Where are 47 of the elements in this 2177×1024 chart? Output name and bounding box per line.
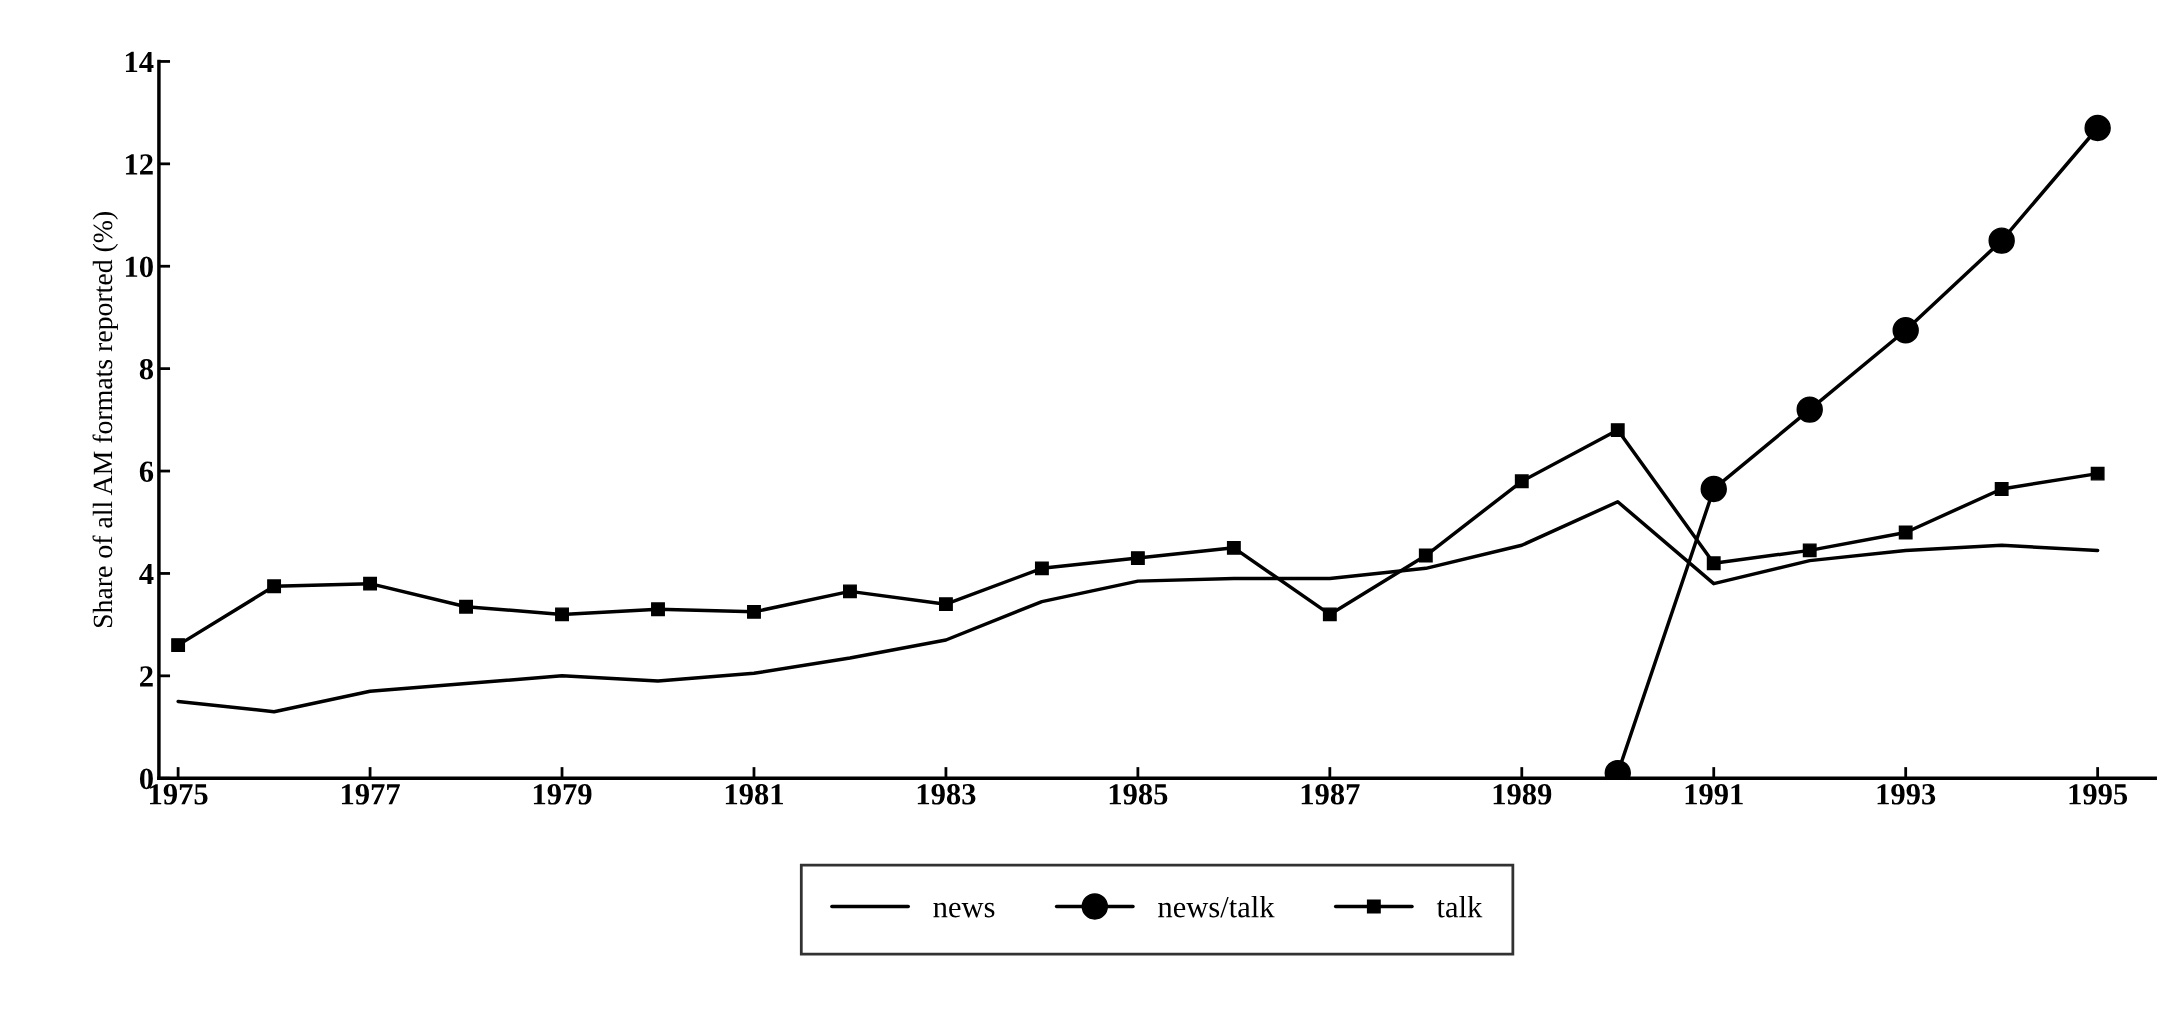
point xyxy=(1706,556,1721,571)
point xyxy=(267,579,282,594)
point xyxy=(1892,317,1919,344)
y-tick-label: 12 xyxy=(125,154,153,175)
point xyxy=(1700,475,1727,503)
point xyxy=(2090,466,2105,481)
point xyxy=(1514,474,1529,489)
x-tick-label: 1981 xyxy=(725,783,783,805)
x-tick-label: 1983 xyxy=(917,783,976,805)
x-tick-label: 1993 xyxy=(1877,784,1936,805)
point xyxy=(1034,561,1049,576)
point xyxy=(1898,525,1913,540)
point xyxy=(1610,423,1625,438)
point xyxy=(1988,227,2015,254)
y-tick-label: 8 xyxy=(139,358,154,380)
point xyxy=(938,597,953,612)
point xyxy=(171,638,186,653)
y-tick-label: 14 xyxy=(125,51,154,73)
y-tick-label: 10 xyxy=(125,256,153,278)
point xyxy=(843,584,857,599)
y-tick-label: 2 xyxy=(140,666,153,687)
x-tick-label: 1979 xyxy=(533,784,592,805)
y-tick-label: 4 xyxy=(139,563,154,585)
x-tick-label: 1987 xyxy=(1301,783,1360,805)
point xyxy=(555,607,569,622)
x-tick-label: 1991 xyxy=(1685,784,1743,805)
x-tick-label: 1985 xyxy=(1109,783,1168,805)
point xyxy=(1226,540,1241,555)
point xyxy=(1418,548,1433,563)
point xyxy=(2084,114,2111,142)
point xyxy=(1796,396,1823,423)
x-tick-label: 1995 xyxy=(2069,784,2128,805)
legend-label: news xyxy=(933,902,995,918)
point xyxy=(747,604,761,619)
legend-label: news/talk xyxy=(1158,895,1275,918)
point xyxy=(1802,543,1817,558)
x-tick-label: 1977 xyxy=(341,784,400,805)
point xyxy=(1322,607,1337,622)
point xyxy=(363,576,378,591)
x-tick-label: 1989 xyxy=(1493,783,1552,805)
point xyxy=(1130,551,1145,566)
y-tick-label: 6 xyxy=(139,461,154,482)
point xyxy=(459,599,473,614)
legend-label: talk xyxy=(1436,895,1483,918)
point xyxy=(651,602,665,617)
point xyxy=(1994,482,2009,496)
y-axis-title: Share of all AM formats reported (%) xyxy=(92,212,118,628)
